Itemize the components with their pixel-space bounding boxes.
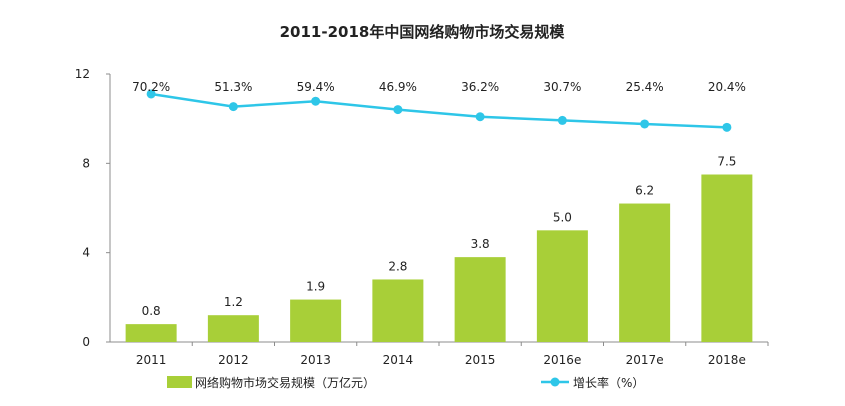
bar [207,315,259,342]
legend-swatch-bar [167,376,192,388]
line-point [475,112,485,122]
bar-value-label: 5.0 [553,210,572,224]
legend-marker-line [550,377,560,387]
line-value-label: 59.4% [297,80,335,94]
x-tick-label: 2018e [708,353,746,367]
x-tick-label: 2013 [300,353,331,367]
line-value-label: 30.7% [543,80,581,94]
bar [290,299,342,342]
line-point [557,115,567,125]
bar [619,203,671,342]
bar [536,230,588,342]
bar-value-label: 1.9 [306,280,325,294]
line-point [640,119,650,129]
bar [701,174,753,342]
line-value-label: 36.2% [461,80,499,94]
legend-label-line: 增长率（%） [573,375,644,390]
x-tick-label: 2012 [218,353,249,367]
bar-value-label: 3.8 [471,237,490,251]
y-tick-label: 12 [75,67,90,81]
line-value-label: 46.9% [379,80,417,94]
growth-rate-line [150,92,727,129]
bar-value-label: 1.2 [224,295,243,309]
legend-label-bar: 网络购物市场交易规模（万亿元） [195,375,375,390]
line-value-label: 51.3% [214,80,252,94]
line-point [393,105,403,115]
line-point [228,102,238,112]
x-tick-label: 2015 [465,353,496,367]
bar-value-label: 2.8 [388,259,407,273]
x-tick-label: 2017e [626,353,664,367]
bar-value-label: 6.2 [635,184,654,198]
line-point [722,122,732,132]
line-point [311,96,321,106]
plot-area: 0 4 8 12 0.8 2011 1.2 2012 1.9 2013 2.8 2014 3.8 2015… [75,67,769,367]
bar-value-label: 0.8 [142,304,161,318]
bar [125,324,177,342]
bar [454,257,506,342]
y-tick-label: 8 [82,156,90,170]
legend: 网络购物市场交易规模（万亿元） 增长率（%） [167,375,644,390]
line-value-label: 70.2% [132,80,170,94]
x-tick-label: 2011 [136,353,167,367]
bar [372,279,424,342]
bar-value-label: 7.5 [717,155,736,169]
y-tick-label: 4 [82,246,90,260]
y-tick-label: 0 [82,335,90,349]
chart-title: 2011-2018年中国网络购物市场交易规模 [280,23,566,41]
x-tick-label: 2014 [383,353,414,367]
x-tick-label: 2016e [543,353,581,367]
line-value-label: 20.4% [708,80,746,94]
line-point [146,89,156,99]
line-value-label: 25.4% [626,80,664,94]
